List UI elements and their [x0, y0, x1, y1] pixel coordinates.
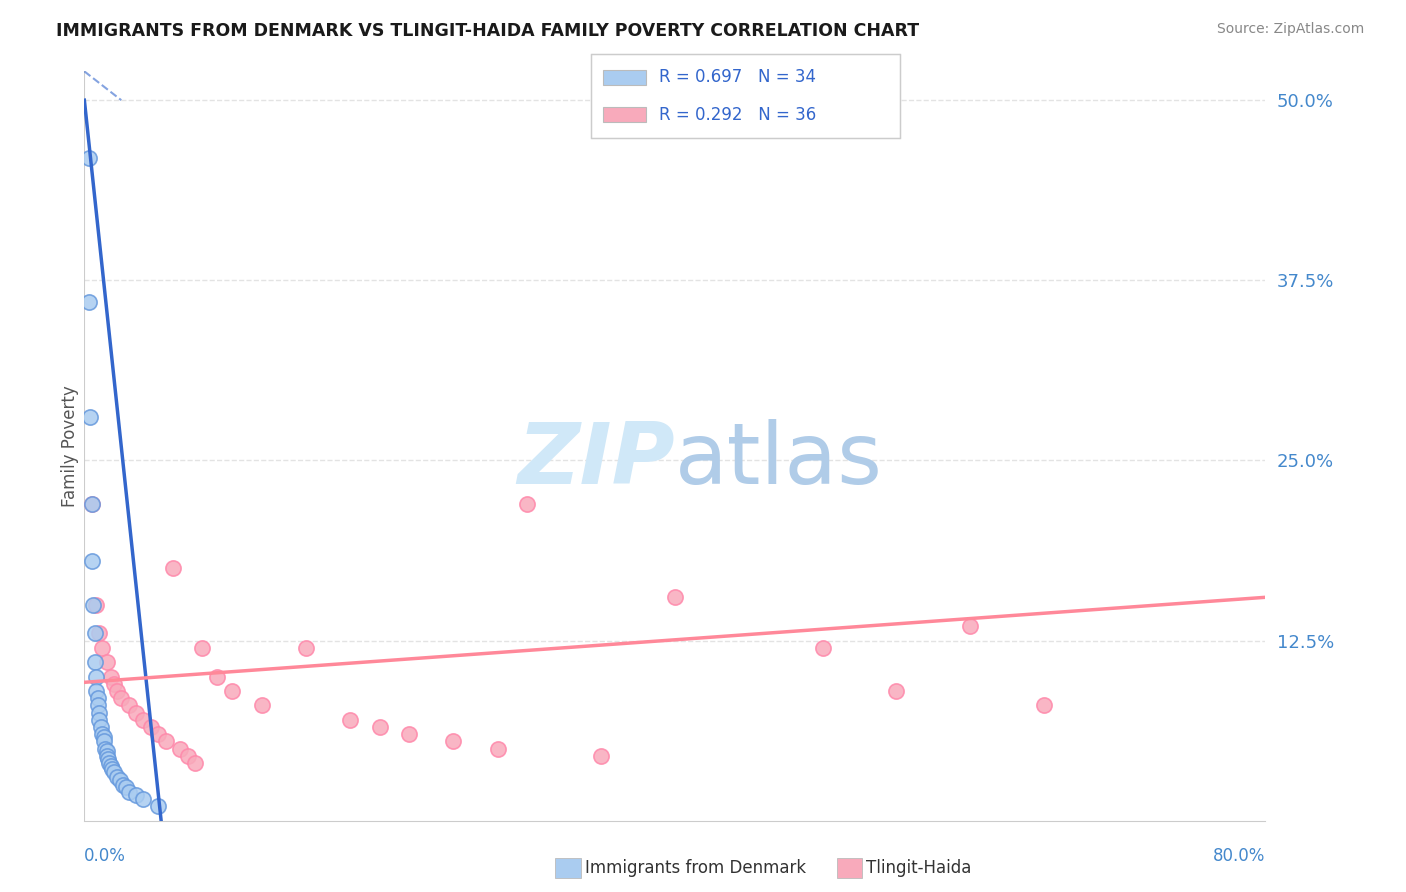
Point	[250, 698, 273, 713]
FancyBboxPatch shape	[603, 70, 647, 85]
Point	[132, 713, 155, 727]
Point	[108, 773, 131, 788]
Point	[100, 669, 122, 683]
Point	[591, 748, 613, 763]
Point	[155, 734, 177, 748]
Point	[368, 720, 391, 734]
Point	[84, 669, 107, 683]
Point	[125, 788, 148, 802]
Point	[79, 410, 101, 425]
Point	[125, 706, 148, 720]
Point	[118, 698, 141, 713]
Text: 80.0%: 80.0%	[1213, 847, 1265, 865]
Point	[100, 759, 122, 773]
Point	[169, 741, 191, 756]
Point	[94, 741, 117, 756]
Point	[84, 684, 107, 698]
Point	[443, 734, 465, 748]
Point	[96, 748, 118, 763]
FancyBboxPatch shape	[603, 107, 647, 122]
Point	[105, 771, 128, 785]
Point	[339, 713, 361, 727]
Point	[101, 762, 124, 776]
Point	[139, 720, 162, 734]
Text: IMMIGRANTS FROM DENMARK VS TLINGIT-HAIDA FAMILY POVERTY CORRELATION CHART: IMMIGRANTS FROM DENMARK VS TLINGIT-HAIDA…	[56, 22, 920, 40]
Point	[87, 706, 111, 720]
Point	[110, 691, 132, 706]
Point	[80, 497, 103, 511]
Point	[148, 799, 170, 814]
Point	[114, 780, 136, 795]
Point	[191, 640, 214, 655]
Point	[77, 294, 100, 309]
Text: atlas: atlas	[675, 419, 883, 502]
Point	[103, 764, 125, 779]
Point	[93, 734, 115, 748]
Text: 0.0%: 0.0%	[84, 847, 127, 865]
Point	[83, 655, 105, 669]
Text: ZIP: ZIP	[517, 419, 675, 502]
Point	[98, 756, 121, 770]
Point	[91, 640, 114, 655]
Text: Immigrants from Denmark: Immigrants from Denmark	[585, 859, 806, 877]
Point	[93, 730, 115, 744]
Point	[148, 727, 170, 741]
Point	[184, 756, 207, 770]
Point	[105, 684, 128, 698]
Point	[87, 626, 111, 640]
Point	[1033, 698, 1056, 713]
Point	[811, 640, 834, 655]
Point	[295, 640, 318, 655]
Text: Source: ZipAtlas.com: Source: ZipAtlas.com	[1216, 22, 1364, 37]
Point	[84, 598, 107, 612]
Point	[96, 744, 118, 758]
Point	[97, 752, 120, 766]
Point	[90, 720, 112, 734]
Point	[177, 748, 200, 763]
Point	[118, 785, 141, 799]
Point	[111, 778, 134, 792]
Point	[132, 792, 155, 806]
Point	[486, 741, 509, 756]
Y-axis label: Family Poverty: Family Poverty	[62, 385, 80, 507]
Point	[103, 677, 125, 691]
Point	[80, 554, 103, 568]
Point	[91, 727, 114, 741]
Point	[398, 727, 420, 741]
Point	[86, 698, 108, 713]
Text: R = 0.697   N = 34: R = 0.697 N = 34	[658, 69, 815, 87]
Point	[886, 684, 908, 698]
Point	[664, 591, 686, 605]
Point	[80, 497, 103, 511]
Point	[221, 684, 243, 698]
Point	[207, 669, 229, 683]
Point	[162, 561, 184, 575]
Point	[82, 598, 104, 612]
Text: R = 0.292   N = 36: R = 0.292 N = 36	[658, 105, 815, 123]
Point	[77, 151, 100, 165]
Point	[96, 655, 118, 669]
Point	[516, 497, 538, 511]
Text: Tlingit-Haida: Tlingit-Haida	[866, 859, 972, 877]
Point	[83, 626, 105, 640]
Point	[87, 713, 111, 727]
Point	[86, 691, 108, 706]
Point	[959, 619, 981, 633]
